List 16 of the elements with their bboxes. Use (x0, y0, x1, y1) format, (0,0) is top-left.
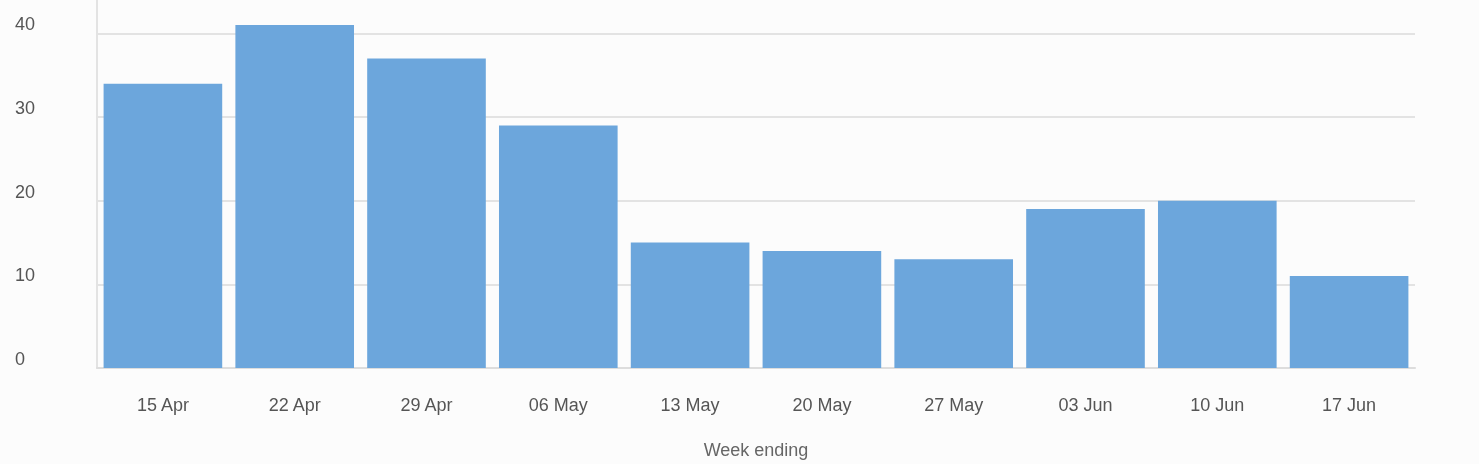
y-tick-label: 10 (15, 265, 36, 286)
y-tick-label: 40 (15, 14, 36, 35)
x-axis-title: Week ending (703, 440, 809, 460)
x-tick-label: 17 Jun (1322, 395, 1377, 415)
x-tick-label: 10 Jun (1190, 395, 1245, 415)
x-tick-label: 22 Apr (268, 395, 321, 415)
y-tick-label: 30 (15, 98, 36, 119)
x-tick-label: 29 Apr (400, 395, 453, 415)
x-tick-label: 15 Apr (136, 395, 189, 415)
x-tick-label: 03 Jun (1058, 395, 1113, 415)
x-tick-label: 20 May (792, 395, 852, 415)
x-tick-label: 27 May (924, 395, 984, 415)
y-tick-label: 0 (15, 349, 26, 369)
y-tick-label: 20 (15, 181, 36, 202)
x-tick-label: 13 May (660, 395, 720, 415)
x-tick-label: 06 May (528, 395, 588, 415)
